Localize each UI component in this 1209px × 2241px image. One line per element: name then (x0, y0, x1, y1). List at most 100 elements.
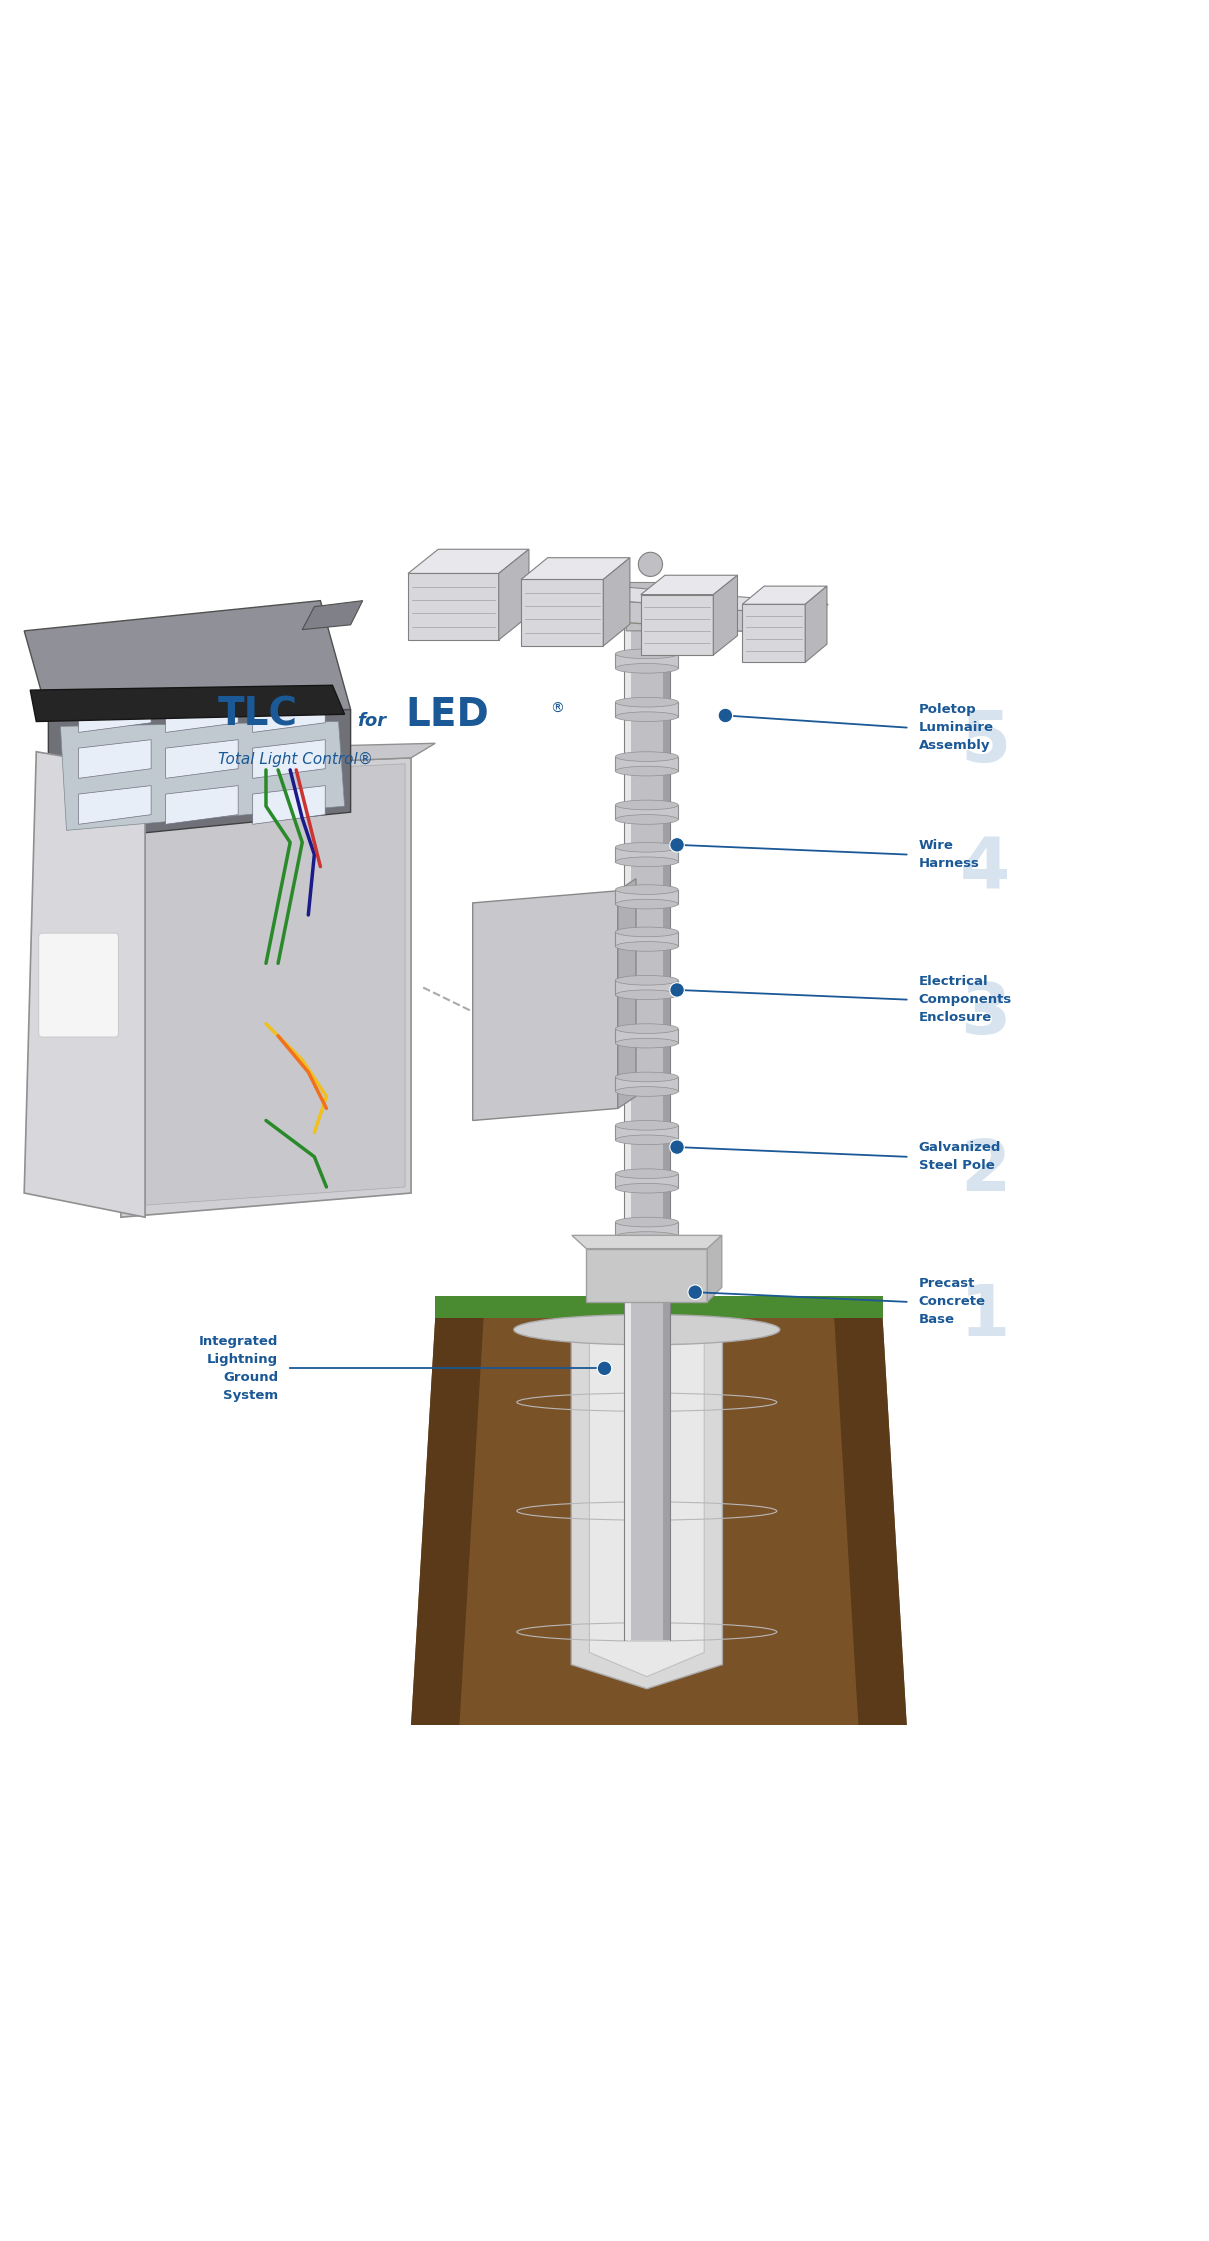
Text: 1: 1 (960, 1282, 1011, 1351)
Polygon shape (498, 549, 528, 641)
Ellipse shape (615, 800, 678, 809)
Polygon shape (626, 583, 667, 632)
Polygon shape (641, 594, 713, 654)
Polygon shape (166, 740, 238, 778)
Polygon shape (615, 1078, 678, 1091)
Polygon shape (603, 558, 630, 645)
Ellipse shape (615, 1183, 678, 1192)
Polygon shape (435, 1295, 883, 1318)
Ellipse shape (615, 1134, 678, 1145)
Polygon shape (24, 751, 145, 1217)
Polygon shape (60, 722, 345, 831)
Polygon shape (521, 580, 603, 645)
Polygon shape (615, 1221, 678, 1237)
Circle shape (718, 708, 733, 724)
Ellipse shape (615, 941, 678, 950)
Text: 5: 5 (960, 708, 1011, 778)
Polygon shape (615, 847, 678, 863)
Polygon shape (407, 549, 528, 574)
Polygon shape (615, 979, 678, 995)
Ellipse shape (615, 1120, 678, 1129)
Circle shape (597, 1360, 612, 1376)
Ellipse shape (615, 1071, 678, 1082)
Polygon shape (663, 619, 670, 1640)
Text: Poletop
Luminaire
Assembly: Poletop Luminaire Assembly (919, 704, 994, 753)
Text: Wire
Harness: Wire Harness (919, 838, 979, 870)
Polygon shape (742, 587, 827, 605)
Polygon shape (407, 574, 498, 641)
Polygon shape (24, 601, 351, 717)
Text: 4: 4 (960, 834, 1011, 903)
Polygon shape (121, 757, 411, 1217)
Ellipse shape (615, 1217, 678, 1226)
Polygon shape (572, 1235, 722, 1248)
Polygon shape (166, 695, 238, 733)
Polygon shape (615, 654, 678, 668)
Circle shape (670, 982, 684, 997)
Circle shape (638, 551, 663, 576)
Ellipse shape (615, 663, 678, 672)
Text: for: for (357, 713, 386, 731)
Polygon shape (615, 805, 678, 820)
Polygon shape (615, 701, 678, 717)
Polygon shape (834, 1318, 907, 1726)
Ellipse shape (615, 991, 678, 999)
Ellipse shape (615, 843, 678, 852)
Polygon shape (253, 740, 325, 778)
Polygon shape (253, 695, 325, 733)
Ellipse shape (615, 885, 678, 894)
Polygon shape (713, 576, 737, 654)
Ellipse shape (615, 1233, 678, 1242)
Ellipse shape (615, 766, 678, 775)
Text: Electrical
Components
Enclosure: Electrical Components Enclosure (919, 975, 1012, 1024)
Polygon shape (742, 605, 805, 663)
Polygon shape (521, 558, 630, 580)
Text: TLC: TLC (218, 695, 297, 733)
Ellipse shape (615, 856, 678, 867)
Polygon shape (624, 619, 631, 1640)
Polygon shape (166, 787, 238, 825)
Text: 3: 3 (960, 979, 1011, 1049)
Ellipse shape (615, 713, 678, 722)
Text: Integrated
Lightning
Ground
System: Integrated Lightning Ground System (198, 1336, 278, 1403)
Ellipse shape (514, 1315, 780, 1345)
Polygon shape (615, 1029, 678, 1042)
Polygon shape (641, 576, 737, 594)
Ellipse shape (615, 1087, 678, 1096)
Polygon shape (79, 695, 151, 733)
Ellipse shape (615, 751, 678, 762)
Polygon shape (417, 571, 828, 616)
Text: Galvanized
Steel Pole: Galvanized Steel Pole (919, 1141, 1001, 1172)
Polygon shape (145, 764, 405, 1206)
Ellipse shape (615, 899, 678, 910)
Text: Total Light Control®: Total Light Control® (218, 751, 372, 766)
Ellipse shape (615, 975, 678, 986)
Polygon shape (707, 1235, 722, 1302)
Text: 2: 2 (960, 1136, 1011, 1206)
Text: Precast
Concrete
Base: Precast Concrete Base (919, 1277, 985, 1327)
Polygon shape (589, 1329, 704, 1676)
Polygon shape (302, 601, 363, 630)
Polygon shape (615, 1125, 678, 1141)
Polygon shape (411, 1318, 484, 1726)
Circle shape (688, 1284, 702, 1300)
Ellipse shape (615, 1024, 678, 1033)
Text: LED: LED (405, 695, 488, 733)
Polygon shape (79, 787, 151, 825)
Polygon shape (253, 787, 325, 825)
Polygon shape (571, 1329, 722, 1690)
Circle shape (670, 838, 684, 852)
Polygon shape (417, 585, 816, 636)
Polygon shape (473, 890, 618, 1120)
Ellipse shape (615, 1170, 678, 1179)
Polygon shape (615, 890, 678, 903)
Polygon shape (79, 740, 151, 778)
Polygon shape (586, 1248, 707, 1302)
Circle shape (670, 1141, 684, 1154)
Polygon shape (97, 744, 435, 771)
Polygon shape (30, 686, 345, 722)
Ellipse shape (615, 928, 678, 937)
Polygon shape (615, 932, 678, 946)
FancyBboxPatch shape (39, 932, 118, 1038)
Polygon shape (805, 587, 827, 663)
